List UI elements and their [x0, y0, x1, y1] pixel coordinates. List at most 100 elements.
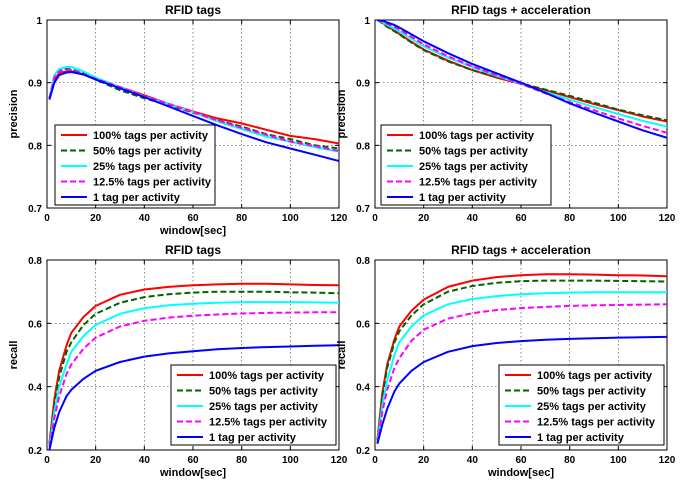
- x-tick-label: 100: [282, 455, 299, 466]
- x-tick-label: 80: [236, 455, 248, 466]
- legend-label: 100% tags per activity: [537, 370, 653, 382]
- y-tick-label: 0.6: [356, 319, 370, 330]
- x-tick-label: 120: [659, 213, 676, 224]
- series-line-3: [377, 20, 667, 128]
- y-axis-label: recall: [336, 341, 348, 370]
- series-line-3: [48, 301, 339, 447]
- series-line-4: [48, 311, 339, 447]
- series-group: [376, 273, 667, 444]
- y-tick-label: 1: [36, 16, 42, 27]
- series-line-2: [376, 279, 667, 441]
- x-tick-label: 40: [467, 213, 479, 224]
- legend-label: 50% tags per activity: [537, 386, 647, 398]
- x-tick-label: 100: [610, 455, 627, 466]
- x-tick-label: 40: [139, 455, 151, 466]
- chart-title: RFID tags + acceleration: [451, 3, 591, 17]
- legend-label: 25% tags per activity: [209, 401, 319, 413]
- legend-label: 1 tag per activity: [209, 432, 297, 444]
- legend-label: 25% tags per activity: [537, 401, 647, 413]
- legend-label: 25% tags per activity: [93, 161, 203, 173]
- x-tick-label: 20: [418, 213, 430, 224]
- x-tick-label: 20: [90, 213, 102, 224]
- x-tick-label: 60: [515, 213, 527, 224]
- chart-panel-4: 0 20 40 60 80 100 120 0.2 0.4 0.6 0.8 RFID tags + a…: [336, 243, 676, 479]
- y-tick-label: 0.8: [28, 141, 42, 152]
- chart-title: RFID tags: [165, 243, 221, 257]
- series-line-4: [377, 20, 667, 134]
- x-tick-label: 60: [515, 455, 527, 466]
- x-tick-label: 20: [90, 455, 102, 466]
- chart-title: RFID tags + acceleration: [451, 243, 591, 257]
- series-group: [48, 282, 339, 450]
- legend-label: 12.5% tags per activity: [419, 177, 538, 189]
- series-line-5: [376, 335, 667, 444]
- legend: 100% tags per activity 50% tags per activ…: [54, 124, 216, 206]
- x-tick-label: 60: [187, 455, 199, 466]
- x-tick-label: 80: [236, 213, 248, 224]
- y-tick-label: 0.9: [356, 79, 370, 90]
- x-tick-label: 0: [44, 455, 50, 466]
- chart-title: RFID tags: [165, 3, 221, 17]
- y-tick-label: 1: [364, 16, 370, 27]
- legend-label: 12.5% tags per activity: [209, 417, 328, 429]
- y-axis-label: recall: [8, 341, 20, 370]
- x-tick-label: 0: [372, 455, 378, 466]
- x-tick-label: 80: [564, 455, 576, 466]
- legend-label: 1 tag per activity: [93, 192, 181, 204]
- y-tick-label: 0.6: [28, 319, 42, 330]
- x-axis-label: window[sec]: [159, 467, 226, 479]
- x-tick-label: 40: [467, 455, 479, 466]
- x-tick-label: 100: [610, 213, 627, 224]
- legend-label: 100% tags per activity: [419, 130, 535, 142]
- y-tick-label: 0.7: [28, 204, 42, 215]
- x-axis-label: window[sec]: [487, 467, 554, 479]
- legend-label: 50% tags per activity: [93, 146, 203, 158]
- legend-label: 50% tags per activity: [419, 146, 529, 158]
- series-line-4: [376, 303, 667, 444]
- legend-label: 12.5% tags per activity: [93, 177, 212, 189]
- x-axis-label: window[sec]: [159, 225, 226, 237]
- y-tick-label: 0.4: [356, 383, 370, 394]
- series-line-1: [48, 282, 339, 444]
- legend-label: 100% tags per activity: [209, 370, 325, 382]
- y-tick-label: 0.7: [356, 204, 370, 215]
- y-tick-label: 0.8: [356, 256, 370, 267]
- legend-label: 12.5% tags per activity: [537, 417, 656, 429]
- y-tick-label: 0.9: [28, 79, 42, 90]
- y-tick-label: 0.2: [356, 446, 370, 457]
- series-line-3: [376, 291, 667, 444]
- legend: 100% tags per activity 50% tags per activ…: [170, 364, 337, 446]
- x-tick-label: 0: [372, 213, 378, 224]
- x-tick-label: 120: [331, 213, 348, 224]
- legend-label: 1 tag per activity: [537, 432, 625, 444]
- y-tick-label: 0.8: [356, 141, 370, 152]
- series-line-5: [48, 344, 339, 450]
- series-line-4: [48, 68, 339, 152]
- chart-panel-1: 0 20 40 60 80 100 120 0.7 0.8 0.9 1 RFID tags window…: [8, 3, 348, 237]
- y-tick-label: 0.4: [28, 383, 42, 394]
- series-line-5: [48, 71, 339, 162]
- series-group: [48, 66, 339, 162]
- chart-panel-2: 0 20 40 60 80 100 120 0.7 0.8 0.9 1 RFID tags + acc…: [336, 3, 676, 224]
- x-tick-label: 60: [187, 213, 199, 224]
- legend-label: 1 tag per activity: [419, 192, 507, 204]
- x-tick-label: 120: [659, 455, 676, 466]
- y-axis-label: precision: [336, 89, 348, 138]
- x-tick-label: 20: [418, 455, 430, 466]
- legend-label: 100% tags per activity: [93, 130, 209, 142]
- x-tick-label: 0: [44, 213, 50, 224]
- y-tick-label: 0.2: [28, 446, 42, 457]
- y-tick-label: 0.8: [28, 256, 42, 267]
- chart-panel-3: 0 20 40 60 80 100 120 0.2 0.4 0.6 0.8 RFID tags wind…: [8, 243, 348, 479]
- legend: 100% tags per activity 50% tags per activ…: [380, 124, 552, 206]
- legend: 100% tags per activity 50% tags per activ…: [498, 364, 665, 446]
- series-line-2: [48, 290, 339, 444]
- x-tick-label: 120: [331, 455, 348, 466]
- y-axis-label: precision: [8, 89, 20, 138]
- x-tick-label: 40: [139, 213, 151, 224]
- x-tick-label: 100: [282, 213, 299, 224]
- series-group: [376, 20, 667, 139]
- legend-label: 25% tags per activity: [419, 161, 529, 173]
- series-line-2: [48, 67, 339, 150]
